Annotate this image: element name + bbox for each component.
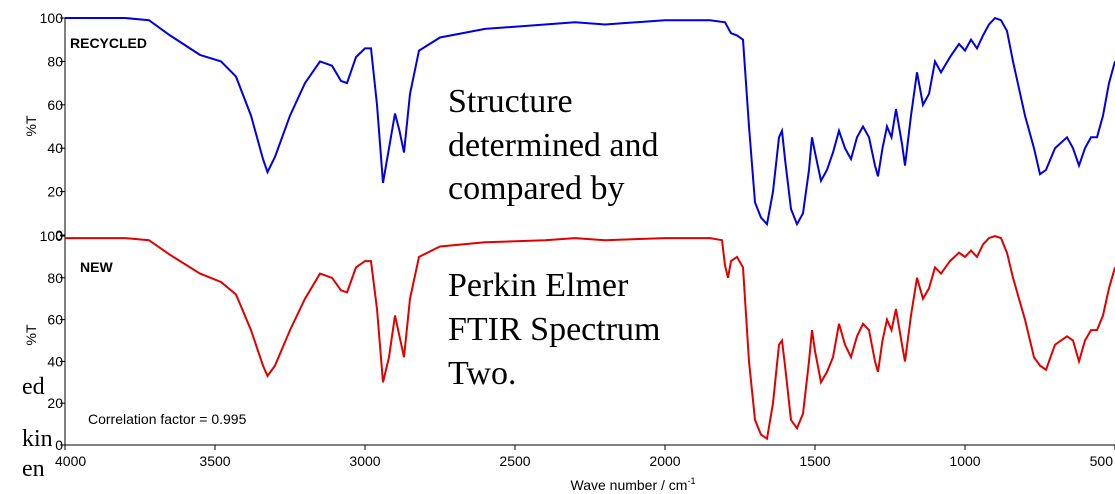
ylabel-new: %T: [23, 324, 39, 345]
x-tick-label-4000: 4000: [55, 453, 86, 469]
y-tick-label-recycled-20: 20: [47, 184, 63, 200]
y-tick-label-new-60: 60: [47, 312, 63, 328]
x-tick-label-3000: 3000: [349, 453, 380, 469]
annotation-line-3: compared by: [448, 170, 625, 207]
side-text-1: ed: [22, 374, 45, 400]
y-tick-label-recycled-40: 40: [47, 140, 63, 156]
series-label-recycled: RECYCLED: [70, 35, 147, 51]
series-line-new: [65, 234, 1115, 441]
annotation-line-4: Perkin Elmer: [448, 267, 629, 304]
y-ticks-recycled: 0 20 40 60 80 100: [40, 10, 65, 243]
annotation-line-5: FTIR Spectrum: [448, 311, 660, 348]
y-tick-label-new-20: 20: [47, 395, 63, 411]
y-tick-label-recycled-0: 0: [55, 227, 63, 243]
y-tick-label-recycled-60: 60: [47, 97, 63, 113]
x-axis-label-sup: -1: [687, 476, 695, 486]
y-tick-label-new-80: 80: [47, 270, 63, 286]
y-ticks-new: 0 20 40 60 80 100: [40, 228, 65, 453]
y-tick-label-recycled-100: 100: [40, 10, 64, 26]
x-tick-label-2000: 2000: [649, 453, 680, 469]
panel-new: %T NEW Correlation factor = 0.995 0 20 40 6…: [23, 228, 1115, 453]
x-tick-label-2500: 2500: [499, 453, 530, 469]
series-label-new: NEW: [80, 259, 113, 275]
y-tick-label-new-100: 100: [40, 228, 64, 244]
x-ticks: 4000 3500 3000 2500 2000 1500 1000 500: [55, 445, 1115, 469]
annotation-line-2: determined and: [448, 127, 659, 164]
series-line-recycled: [65, 16, 1115, 227]
x-axis-label: Wave number / cm-1: [571, 476, 696, 493]
x-tick-label-1000: 1000: [949, 453, 980, 469]
y-tick-label-recycled-80: 80: [47, 53, 63, 69]
x-tick-label-1500: 1500: [799, 453, 830, 469]
side-text-2: kin: [22, 426, 53, 452]
annotation-line-6: Two.: [448, 355, 516, 392]
x-axis-label-text: Wave number / cm: [571, 477, 688, 493]
correlation-note: Correlation factor = 0.995: [88, 411, 247, 427]
annotation-line-1: Structure: [448, 83, 573, 120]
panel-recycled: %T RECYCLED 0 20 40 60 80 100: [23, 10, 1115, 243]
side-text-3: en: [22, 456, 45, 482]
annotation-text: Structure determined and compared by Per…: [448, 83, 660, 392]
x-tick-label-500: 500: [1090, 453, 1114, 469]
y-tick-label-new-0: 0: [55, 437, 63, 453]
y-tick-label-new-40: 40: [47, 353, 63, 369]
ylabel-recycled: %T: [23, 115, 39, 136]
x-tick-label-3500: 3500: [199, 453, 230, 469]
